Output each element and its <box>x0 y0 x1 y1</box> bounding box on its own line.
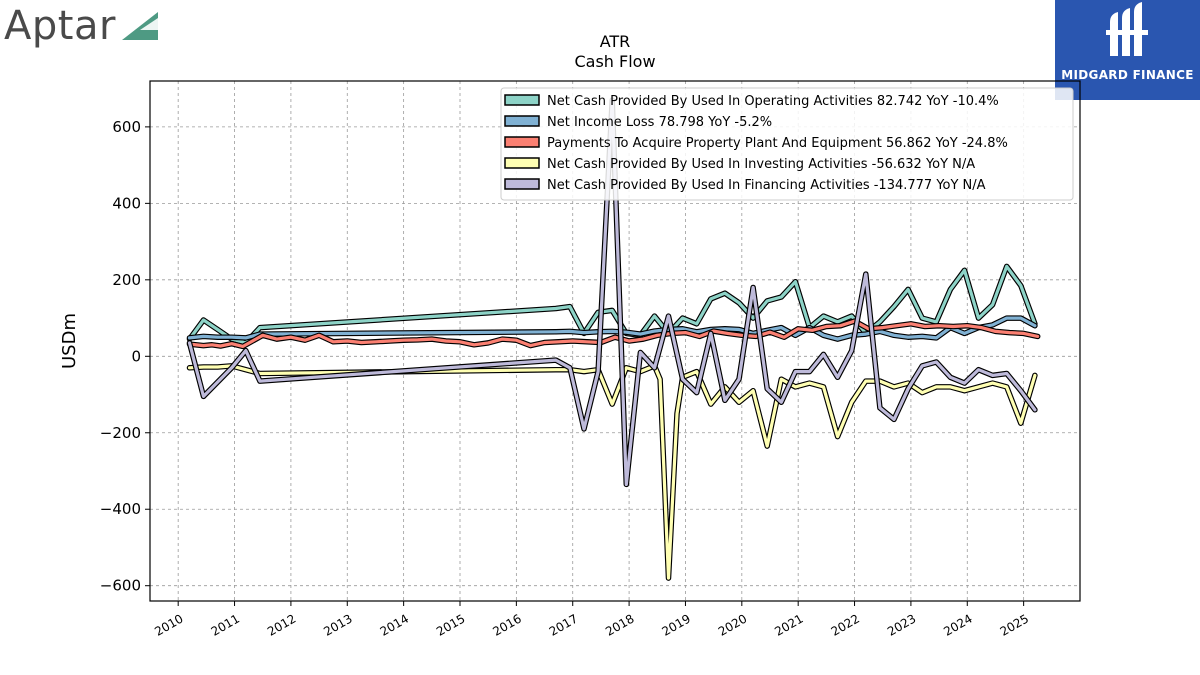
series-line-0 <box>187 264 1037 345</box>
midgard-finance-logo: MIDGARD FINANCE <box>1055 0 1200 100</box>
plot-frame <box>149 80 1081 602</box>
aptar-logo-text: Aptar <box>4 3 116 49</box>
legend: Net Cash Provided By Used In Operating A… <box>500 87 1074 201</box>
y-tick-label: 400 <box>112 194 141 212</box>
x-tick-label: 2023 <box>885 611 918 638</box>
x-tick-label: 2016 <box>490 611 523 638</box>
series-line-1 <box>187 316 1037 341</box>
x-tick-label: 2015 <box>434 611 467 638</box>
x-tick-label: 2024 <box>941 611 974 638</box>
x-tick-label: 2018 <box>603 611 636 638</box>
y-tick-label: −600 <box>100 577 141 595</box>
legend-entry-0: Net Cash Provided By Used In Operating A… <box>547 94 999 109</box>
y-tick-label: −400 <box>100 500 141 518</box>
x-tick-label: 2012 <box>265 611 298 638</box>
x-tick-label: 2019 <box>660 611 693 638</box>
legend-swatch-4 <box>504 178 540 190</box>
x-tick-label: 2021 <box>772 611 805 638</box>
x-tick-label: 2014 <box>378 611 411 638</box>
x-tick-label: 2017 <box>547 611 580 638</box>
series-line-4 <box>187 98 1037 486</box>
legend-swatch-2 <box>504 136 540 148</box>
midgard-finance-logo-text: MIDGARD FINANCE <box>1061 68 1194 82</box>
aptar-logo-mark-icon <box>121 12 158 40</box>
y-tick-label: 200 <box>112 271 141 289</box>
legend-swatch-0 <box>504 94 540 106</box>
legend-box <box>500 87 1074 201</box>
y-tick-label: 600 <box>112 118 141 136</box>
legend-entry-1: Net Income Loss 78.798 YoY -5.2% <box>547 115 772 130</box>
legend-entry-3: Net Cash Provided By Used In Investing A… <box>547 157 975 172</box>
y-tick-label: −200 <box>100 424 141 442</box>
legend-entry-2: Payments To Acquire Property Plant And E… <box>547 136 1008 151</box>
series-line-2 <box>187 319 1040 348</box>
aptar-logo: Aptar <box>4 2 160 50</box>
series-layer <box>186 97 1041 581</box>
y-tick-label: 0 <box>131 347 141 365</box>
x-tick-label: 2010 <box>152 611 185 638</box>
series-outline-3 <box>186 363 1038 581</box>
x-tick-label: 2025 <box>998 611 1031 638</box>
chart-title: ATR <box>599 32 631 51</box>
legend-swatch-3 <box>504 157 540 169</box>
midgard-finance-mark-icon <box>1105 2 1148 56</box>
chart-subtitle: Cash Flow <box>574 52 656 71</box>
legend-swatch-1 <box>504 115 540 127</box>
x-tick-label: 2022 <box>829 611 862 638</box>
y-axis-label: USDm <box>59 313 80 369</box>
x-tick-label: 2013 <box>321 611 354 638</box>
x-tick-label: 2011 <box>209 611 242 638</box>
x-tick-label: 2020 <box>716 611 749 638</box>
legend-entry-4: Net Cash Provided By Used In Financing A… <box>547 178 986 193</box>
